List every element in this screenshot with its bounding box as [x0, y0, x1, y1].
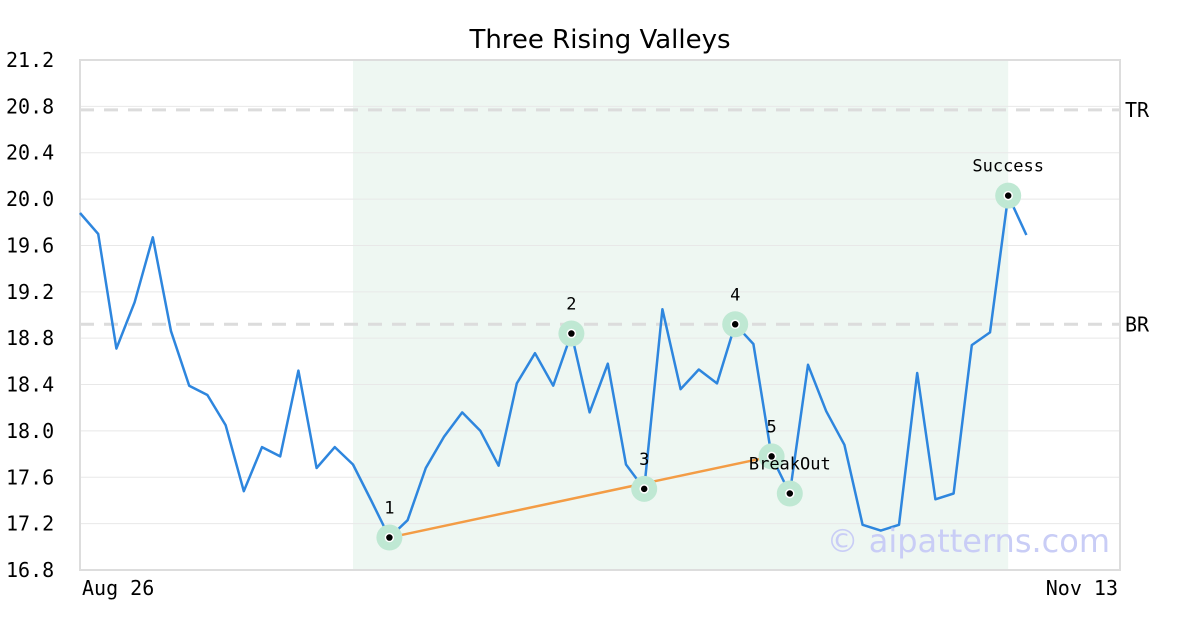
x-tick-label: Aug 26: [82, 576, 154, 600]
watermark: © aipatterns.com: [827, 522, 1110, 560]
chart-title: Three Rising Valleys: [468, 25, 730, 55]
point-label: 4: [730, 285, 740, 305]
point-marker: [730, 319, 740, 330]
y-axis-ticks: 21.2 20.8 20.4 20.0 19.6 19.2 18.8 18.4 18.0 17.6…: [6, 48, 54, 582]
y-tick-label: 19.6: [6, 233, 54, 257]
point-label: 2: [566, 295, 576, 315]
point-label: 3: [639, 450, 649, 470]
point-label: Success: [972, 157, 1044, 177]
pattern-points: 1 2 3 4 5 BreakOut Success: [376, 157, 1044, 551]
y-tick-label: 18.8: [6, 326, 54, 350]
pattern-zone: [353, 60, 1009, 570]
plot-frame: [79, 59, 1121, 571]
y-tick-label: 20.4: [6, 141, 54, 165]
point-label: 5: [766, 417, 776, 437]
point-marker: [785, 488, 795, 499]
y-tick-label: 20.8: [6, 94, 54, 118]
y-tick-label: 16.8: [6, 558, 54, 582]
point-marker: [639, 484, 649, 494]
y-tick-label: 18.4: [6, 373, 54, 397]
point-label: BreakOut: [749, 455, 831, 475]
y-tick-label: 17.6: [6, 465, 54, 489]
price-series-line: [79, 194, 1028, 539]
point-marker: [766, 451, 777, 462]
point-marker: [1003, 190, 1013, 201]
y-tick-label: 18.0: [6, 419, 54, 443]
level-lines: TR BR: [80, 98, 1150, 336]
point-marker: [384, 532, 395, 543]
y-tick-label: 17.2: [6, 512, 54, 536]
y-tick-label: 20.0: [6, 187, 54, 211]
x-axis-ticks: Aug 26 Nov 13: [82, 576, 1118, 600]
level-label-br: BR: [1125, 312, 1150, 336]
y-tick-label: 21.2: [6, 48, 54, 72]
x-tick-label: Nov 13: [1046, 576, 1118, 600]
point-label: 1: [384, 499, 394, 519]
support-line: [389, 455, 772, 539]
y-tick-label: 19.2: [6, 280, 54, 304]
level-label-tr: TR: [1125, 98, 1150, 122]
point-marker: [566, 328, 577, 339]
